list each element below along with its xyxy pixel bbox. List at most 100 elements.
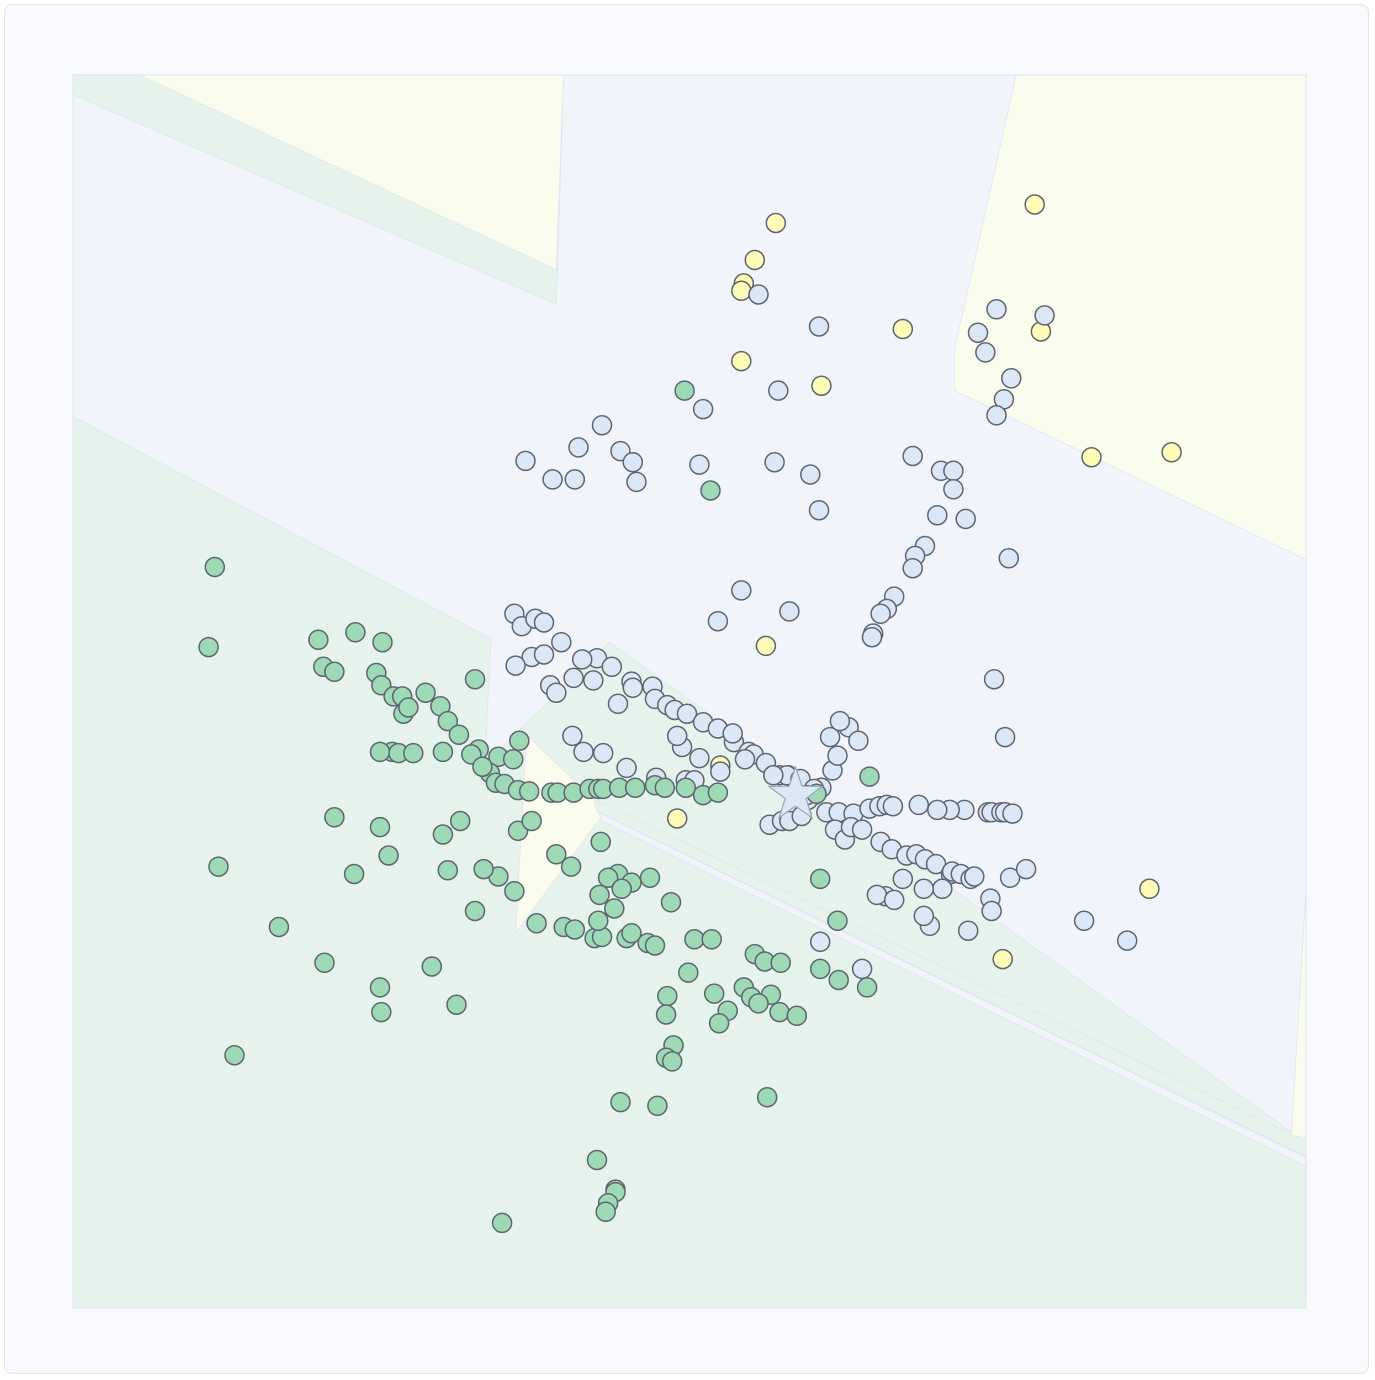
point-green-91 (597, 867, 619, 888)
highlighted-point (767, 765, 824, 820)
point-blue-5 (764, 451, 785, 473)
point-blue-3 (692, 398, 714, 420)
point-green-84 (786, 1005, 808, 1027)
point-green-102 (314, 952, 335, 974)
point-blue-142 (616, 757, 637, 779)
point-green-88 (560, 856, 582, 877)
point-blue-2 (768, 380, 789, 401)
point-green-118 (586, 1149, 608, 1171)
point-green-13 (415, 682, 436, 703)
point-green-5 (345, 622, 366, 643)
point-blue-31 (542, 469, 563, 490)
point-green-55 (449, 810, 471, 832)
point-blue-38 (870, 603, 891, 625)
point-blue-66 (722, 723, 743, 744)
point-blue-129 (999, 867, 1021, 888)
point-green-6 (372, 631, 393, 653)
point-green-18 (437, 710, 459, 732)
point-green-19 (448, 724, 470, 745)
point-green-100 (268, 916, 290, 938)
point-green-86 (708, 1012, 730, 1034)
point-blue-53 (583, 670, 604, 691)
point-green-83 (769, 1001, 790, 1023)
point-green-60 (504, 880, 525, 902)
point-blue-25 (591, 414, 613, 436)
point-green-21 (509, 730, 530, 752)
point-blue-133 (809, 931, 831, 953)
point-blue-76 (829, 710, 851, 732)
point-green-109 (655, 1004, 677, 1025)
point-yellow-1 (744, 249, 766, 271)
point-blue-0 (748, 284, 769, 305)
point-blue-55 (622, 677, 644, 699)
point-blue-120 (892, 868, 914, 890)
point-green-94 (588, 910, 609, 932)
point-yellow-9 (1081, 446, 1102, 468)
point-green-70 (684, 929, 705, 950)
point-green-57 (324, 807, 345, 828)
point-green-56 (369, 816, 391, 838)
point-yellow-7 (1024, 194, 1045, 215)
point-green-26 (432, 741, 454, 763)
point-blue-30 (515, 450, 536, 472)
point-green-23 (369, 741, 391, 763)
point-blue-128 (957, 920, 979, 941)
point-green-67 (621, 922, 642, 944)
point-green-97 (660, 892, 682, 913)
point-blue-127 (981, 900, 1002, 922)
point-yellow-5 (811, 375, 832, 396)
scatter-points (198, 194, 1182, 1234)
point-blue-8 (986, 299, 1007, 320)
point-green-45 (654, 777, 676, 798)
point-green-2 (204, 556, 226, 578)
point-blue-138 (533, 644, 555, 665)
point-blue-51 (601, 656, 623, 678)
point-green-93 (639, 867, 661, 888)
point-blue-45 (505, 655, 526, 676)
point-blue-152 (689, 747, 710, 769)
point-blue-106 (851, 819, 873, 840)
point-green-116 (856, 977, 878, 998)
point-blue-57 (607, 693, 629, 715)
point-green-96 (611, 878, 632, 900)
point-green-114 (756, 1086, 778, 1108)
point-blue-1 (808, 316, 830, 337)
point-green-69 (644, 935, 666, 956)
point-green-73 (703, 983, 725, 1004)
point-green-17 (398, 697, 419, 718)
point-blue-15 (902, 445, 923, 467)
point-blue-9 (967, 322, 989, 343)
point-green-72 (678, 962, 699, 983)
point-blue-4 (689, 454, 710, 475)
point-green-113 (647, 1095, 668, 1117)
point-blue-34 (779, 601, 800, 622)
point-green-51 (473, 858, 494, 880)
point-blue-131 (1073, 910, 1095, 932)
point-blue-41 (983, 668, 1005, 690)
point-blue-48 (546, 682, 567, 703)
point-blue-12 (1001, 368, 1022, 389)
point-green-98 (464, 900, 486, 922)
point-blue-137 (533, 612, 555, 633)
point-blue-93 (882, 795, 904, 817)
point-yellow-3 (731, 280, 752, 302)
point-blue-122 (866, 884, 888, 906)
point-green-0 (674, 380, 695, 401)
point-blue-94 (908, 794, 930, 816)
point-blue-32 (564, 469, 586, 490)
point-green-25 (403, 742, 424, 764)
point-green-9 (324, 661, 345, 683)
point-yellow-4 (731, 350, 752, 372)
point-blue-61 (676, 703, 698, 724)
point-yellow-14 (1139, 878, 1160, 900)
point-green-59 (437, 860, 459, 881)
point-green-52 (546, 844, 567, 865)
point-blue-11 (975, 342, 996, 363)
point-blue-140 (573, 741, 594, 763)
point-yellow-11 (755, 635, 777, 657)
point-blue-132 (1116, 930, 1138, 951)
point-blue-40 (861, 626, 883, 648)
point-green-3 (198, 636, 219, 658)
point-blue-123 (883, 889, 905, 911)
point-green-107 (224, 1044, 245, 1066)
